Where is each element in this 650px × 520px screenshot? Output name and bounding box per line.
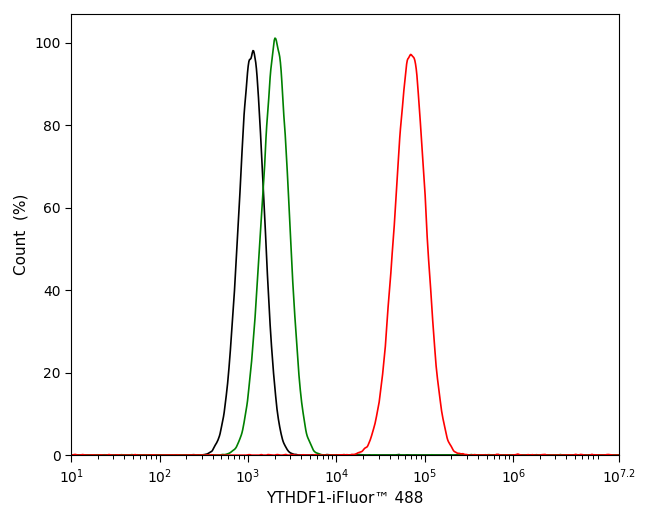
Y-axis label: Count  (%): Count (%) — [14, 194, 29, 275]
X-axis label: YTHDF1-iFluor™ 488: YTHDF1-iFluor™ 488 — [266, 491, 424, 506]
